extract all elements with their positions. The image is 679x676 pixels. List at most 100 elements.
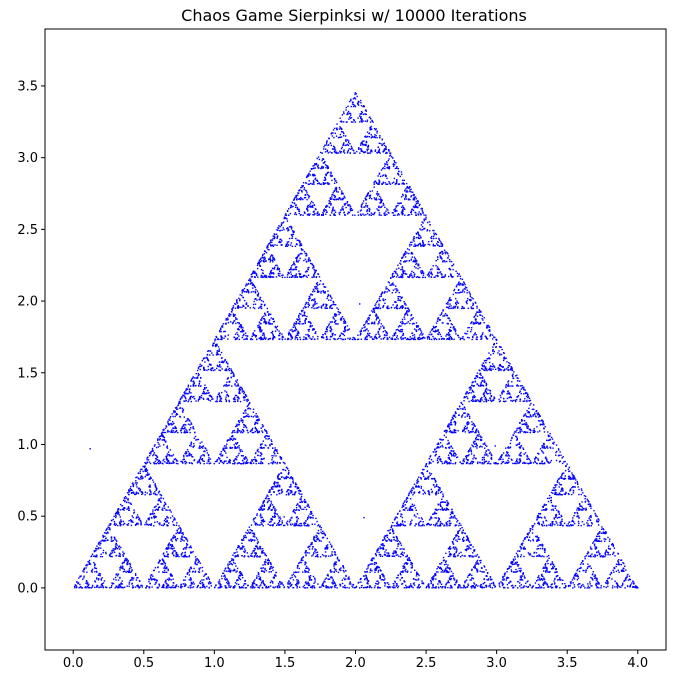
data-point [424, 276, 426, 279]
data-point [545, 459, 548, 461]
data-point [343, 330, 345, 333]
data-point [189, 431, 191, 434]
data-point [210, 364, 212, 366]
data-point [599, 537, 601, 540]
data-point [552, 508, 554, 510]
data-point [282, 524, 285, 527]
data-point [314, 540, 316, 542]
data-point [584, 587, 586, 589]
data-point [359, 148, 361, 150]
data-point [481, 396, 483, 399]
data-point [455, 456, 458, 459]
data-point [271, 332, 274, 334]
data-point [441, 498, 443, 500]
data-point [251, 429, 253, 431]
data-point [420, 476, 422, 479]
data-point [307, 209, 309, 211]
data-point [263, 458, 265, 460]
data-point [598, 553, 601, 556]
data-point [461, 337, 463, 340]
data-point [345, 206, 347, 209]
data-point [462, 587, 464, 589]
data-point [288, 331, 290, 333]
data-point [308, 258, 310, 260]
data-point [457, 538, 459, 540]
data-point [263, 312, 266, 314]
data-point [146, 457, 148, 459]
data-point [237, 576, 240, 578]
data-point [461, 416, 463, 418]
data-point [449, 303, 451, 305]
data-point [467, 392, 469, 395]
data-point [295, 524, 298, 526]
data-point [386, 287, 388, 290]
data-point [184, 460, 187, 463]
data-point [400, 571, 402, 573]
data-point [290, 242, 293, 244]
data-point [288, 237, 291, 240]
data-point [456, 300, 458, 302]
data-point [485, 384, 487, 387]
data-point [567, 525, 569, 527]
data-point [350, 99, 352, 102]
data-point [412, 338, 415, 341]
data-point [573, 476, 576, 478]
data-point [189, 452, 191, 455]
data-point [469, 556, 471, 558]
data-point [89, 448, 91, 450]
data-point [427, 273, 430, 275]
data-point [296, 208, 299, 210]
data-point [472, 430, 474, 433]
data-point [313, 164, 315, 167]
data-point [425, 464, 427, 467]
data-point [404, 256, 407, 258]
data-point [202, 397, 204, 400]
data-point [254, 426, 257, 429]
data-point [440, 505, 442, 507]
data-point [312, 180, 315, 182]
data-point [157, 462, 159, 464]
data-point [519, 390, 521, 392]
data-point [162, 586, 164, 588]
data-point [198, 569, 201, 571]
data-point [484, 367, 486, 370]
data-point [312, 202, 314, 204]
data-point [554, 486, 557, 488]
data-point [254, 430, 257, 433]
data-point [482, 385, 485, 387]
data-point [349, 337, 351, 339]
data-point [523, 423, 526, 425]
data-point [320, 540, 322, 542]
data-point [239, 400, 242, 403]
data-point [345, 144, 348, 146]
data-point [242, 396, 245, 398]
data-point [473, 315, 476, 318]
data-point [120, 524, 122, 526]
data-point [273, 455, 275, 457]
data-point [404, 500, 406, 502]
data-point [443, 260, 446, 262]
data-point [370, 212, 372, 214]
data-point [191, 377, 194, 379]
data-point [421, 337, 423, 340]
data-point [524, 431, 526, 433]
data-point [169, 415, 172, 418]
data-point [273, 335, 276, 338]
data-point [298, 509, 301, 511]
data-point [241, 586, 243, 588]
data-point [264, 276, 266, 278]
data-point [293, 330, 295, 332]
data-point [404, 261, 407, 263]
data-point [305, 525, 308, 527]
data-point [156, 521, 159, 523]
data-point [318, 306, 320, 308]
data-point [410, 314, 412, 317]
data-point [267, 244, 269, 246]
data-point [173, 517, 175, 519]
data-point [180, 554, 183, 556]
data-point [277, 477, 279, 480]
data-point [395, 585, 398, 587]
data-point [194, 556, 197, 558]
data-point [201, 441, 203, 443]
data-point [422, 336, 425, 338]
